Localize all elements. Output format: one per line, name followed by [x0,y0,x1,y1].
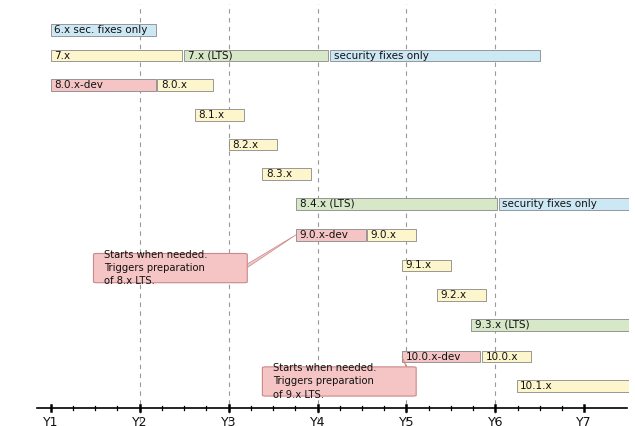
Text: Starts when needed.
Triggers preparation
of 9.x LTS.: Starts when needed. Triggers preparation… [273,363,377,400]
Bar [296,229,366,241]
Bar [402,259,451,271]
Bar [296,198,497,210]
Polygon shape [244,235,296,270]
Bar [471,319,629,331]
Text: 10.0.x: 10.0.x [486,351,518,362]
Text: 9.0.x: 9.0.x [371,230,397,240]
Bar [51,24,156,36]
Text: 8.4.x (LTS): 8.4.x (LTS) [300,199,354,209]
Text: 8.0.x: 8.0.x [161,81,187,90]
Bar [437,289,486,301]
Bar [499,198,629,210]
Polygon shape [402,357,413,383]
Text: 9.2.x: 9.2.x [440,290,466,300]
Text: Y6: Y6 [488,416,503,426]
Text: Y4: Y4 [310,416,325,426]
Text: Y7: Y7 [577,416,592,426]
Text: 8.3.x: 8.3.x [266,169,292,179]
Bar [195,109,244,121]
Text: 9.3.x (LTS): 9.3.x (LTS) [475,320,530,330]
Bar [330,50,540,61]
Text: Y2: Y2 [132,416,147,426]
Text: 10.0.x-dev: 10.0.x-dev [406,351,461,362]
Text: security fixes only: security fixes only [333,51,429,60]
Bar [184,50,328,61]
Text: 10.1.x: 10.1.x [520,381,553,391]
Bar [367,229,416,241]
Text: 7.x: 7.x [55,51,70,60]
Bar [51,50,182,61]
Bar [402,351,480,363]
Text: 9.0.x-dev: 9.0.x-dev [300,230,349,240]
Text: Y5: Y5 [399,416,414,426]
Bar [157,80,213,91]
Text: security fixes only: security fixes only [502,199,598,209]
Bar [262,169,311,180]
FancyBboxPatch shape [93,253,247,283]
Bar [482,351,531,363]
Bar [229,139,277,150]
Text: Starts when needed.
Triggers preparation
of 8.x LTS.: Starts when needed. Triggers preparation… [104,250,208,286]
Text: 8.0.x-dev: 8.0.x-dev [55,81,104,90]
Bar [517,380,629,392]
Text: Y3: Y3 [221,416,236,426]
Text: 9.1.x: 9.1.x [406,260,432,271]
FancyBboxPatch shape [262,367,416,396]
Bar [51,80,156,91]
Text: 7.x (LTS): 7.x (LTS) [188,51,232,60]
Text: 8.2.x: 8.2.x [232,140,258,150]
Text: 6.x sec. fixes only: 6.x sec. fixes only [55,25,148,35]
Text: Y1: Y1 [43,416,58,426]
Text: 8.1.x: 8.1.x [198,110,225,120]
